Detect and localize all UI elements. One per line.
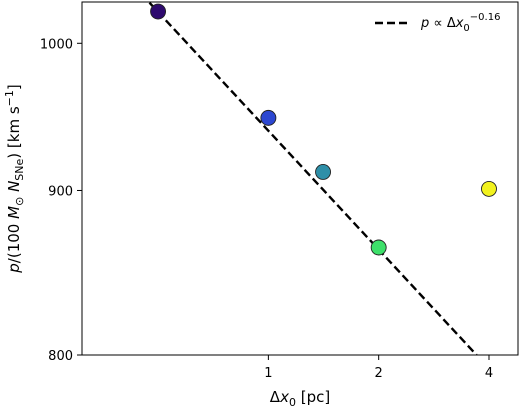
x-tick-label-0: 1 <box>264 366 272 381</box>
x-tick-label-1: 2 <box>375 366 383 381</box>
data-point-4 <box>481 180 497 197</box>
legend-entry-fit: p ∝ Δx0−0.16 <box>420 12 500 34</box>
data-point-2 <box>315 164 332 180</box>
y-tick-label-1: 900 <box>48 184 73 199</box>
y-tick-label-0: 800 <box>48 349 73 364</box>
plot-area <box>147 2 497 355</box>
data-point-0 <box>150 3 167 20</box>
y-axis-label: p/(100 M⊙ NSNe) [km s−1] <box>3 84 26 273</box>
x-tick-label-2: 4 <box>485 366 493 381</box>
y-tick-label-2: 1000 <box>40 37 73 52</box>
fit-line <box>147 2 478 355</box>
legend: p ∝ Δx0−0.16 <box>375 12 500 34</box>
plot-frame <box>81 1 519 356</box>
data-point-3 <box>370 239 387 256</box>
axes: 1 2 4 800 900 1000 <box>40 1 519 381</box>
data-point-1 <box>260 109 277 126</box>
x-axis-label: Δx0 [pc] <box>270 388 330 409</box>
